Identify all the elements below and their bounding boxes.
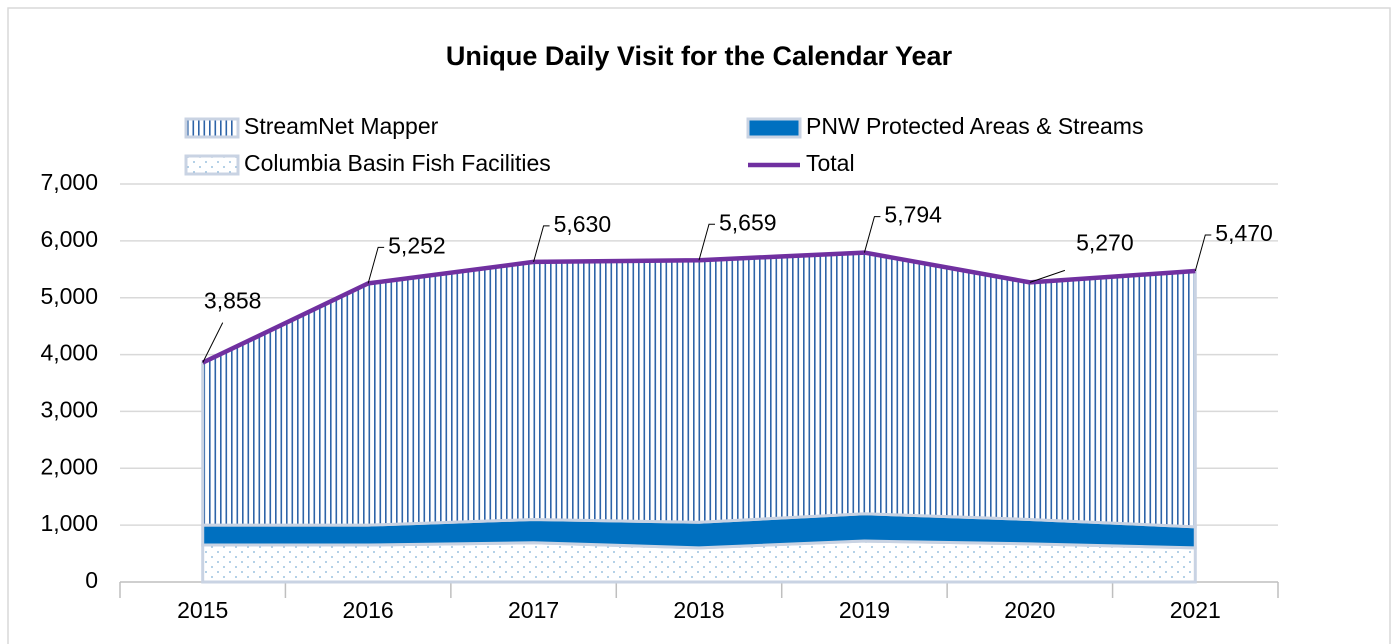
y-tick-label: 3,000 bbox=[40, 397, 98, 423]
x-tick-label: 2015 bbox=[177, 597, 228, 623]
data-label: 5,794 bbox=[884, 202, 942, 228]
x-tick-label: 2020 bbox=[1004, 597, 1055, 623]
data-label: 3,858 bbox=[204, 288, 262, 314]
leader-line bbox=[1029, 269, 1066, 283]
leader-line bbox=[533, 225, 550, 263]
y-tick-label: 6,000 bbox=[40, 226, 98, 252]
legend-label: Total bbox=[806, 150, 855, 176]
leader-line bbox=[367, 246, 385, 284]
y-tick-label: 5,000 bbox=[40, 283, 98, 309]
data-label: 5,659 bbox=[719, 209, 777, 235]
legend-label: StreamNet Mapper bbox=[244, 113, 439, 139]
x-tick-label: 2018 bbox=[673, 597, 724, 623]
legend-swatch bbox=[184, 154, 240, 176]
legend-swatch bbox=[746, 117, 802, 139]
chart-border bbox=[7, 7, 1391, 644]
leader-line bbox=[863, 216, 881, 253]
legend-swatch bbox=[184, 117, 240, 139]
data-label: 5,270 bbox=[1076, 229, 1134, 255]
data-label: 5,470 bbox=[1215, 220, 1273, 246]
x-tick-label: 2017 bbox=[508, 597, 559, 623]
data-label: 5,252 bbox=[388, 232, 446, 258]
y-tick-label: 1,000 bbox=[40, 510, 98, 536]
y-tick-label: 4,000 bbox=[40, 340, 98, 366]
x-tick-label: 2021 bbox=[1170, 597, 1221, 623]
leader-line bbox=[698, 223, 715, 261]
leader-line bbox=[202, 322, 224, 363]
legend-label: PNW Protected Areas & Streams bbox=[806, 113, 1143, 139]
leader-line bbox=[1194, 234, 1212, 272]
chart-title: Unique Daily Visit for the Calendar Year bbox=[446, 41, 953, 71]
y-tick-label: 2,000 bbox=[40, 453, 98, 479]
data-label: 5,630 bbox=[554, 211, 612, 237]
y-tick-label: 7,000 bbox=[40, 169, 98, 195]
y-tick-label: 0 bbox=[85, 567, 98, 593]
legend-label: Columbia Basin Fish Facilities bbox=[244, 150, 551, 176]
x-tick-label: 2016 bbox=[343, 597, 394, 623]
x-tick-label: 2019 bbox=[839, 597, 890, 623]
